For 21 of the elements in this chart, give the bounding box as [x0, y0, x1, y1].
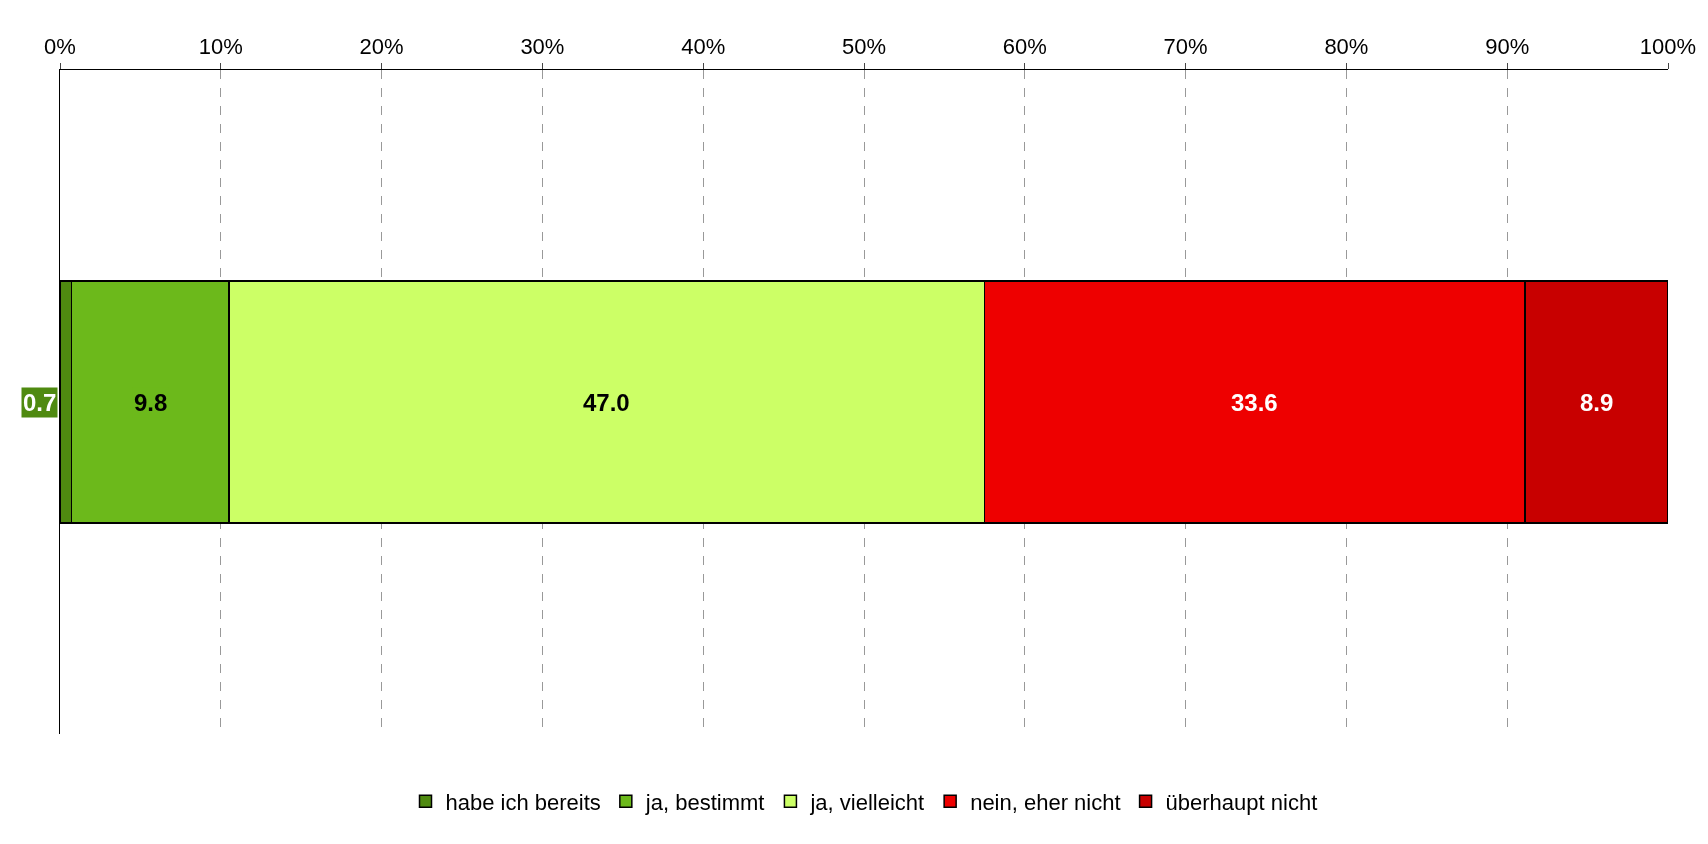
x-tick-label: 60%	[1002, 34, 1047, 60]
data-label: 33.6	[1231, 389, 1278, 416]
data-label: 8.9	[1580, 389, 1614, 416]
x-tick-label: 100%	[1639, 34, 1697, 60]
legend-label: überhaupt nicht	[1165, 789, 1318, 815]
data-label: 47.0	[583, 389, 630, 416]
data-label: 0.7	[23, 389, 57, 416]
x-tick-label: 40%	[681, 34, 726, 60]
x-tick-label: 20%	[359, 34, 404, 60]
x-tick-label: 10%	[198, 34, 243, 60]
legend-label: ja, vielleicht	[809, 789, 925, 815]
x-tick-label: 70%	[1163, 34, 1208, 60]
legend-label: ja, bestimmt	[644, 789, 765, 815]
legend-label: habe ich bereits	[445, 789, 601, 815]
data-label: 9.8	[134, 389, 168, 416]
legend-label: nein, eher nicht	[970, 789, 1121, 815]
x-tick-label: 0%	[44, 34, 76, 60]
x-tick-label: 30%	[520, 34, 565, 60]
x-tick-label: 90%	[1485, 34, 1530, 60]
x-tick-label: 80%	[1324, 34, 1369, 60]
x-tick-label: 50%	[841, 34, 887, 60]
